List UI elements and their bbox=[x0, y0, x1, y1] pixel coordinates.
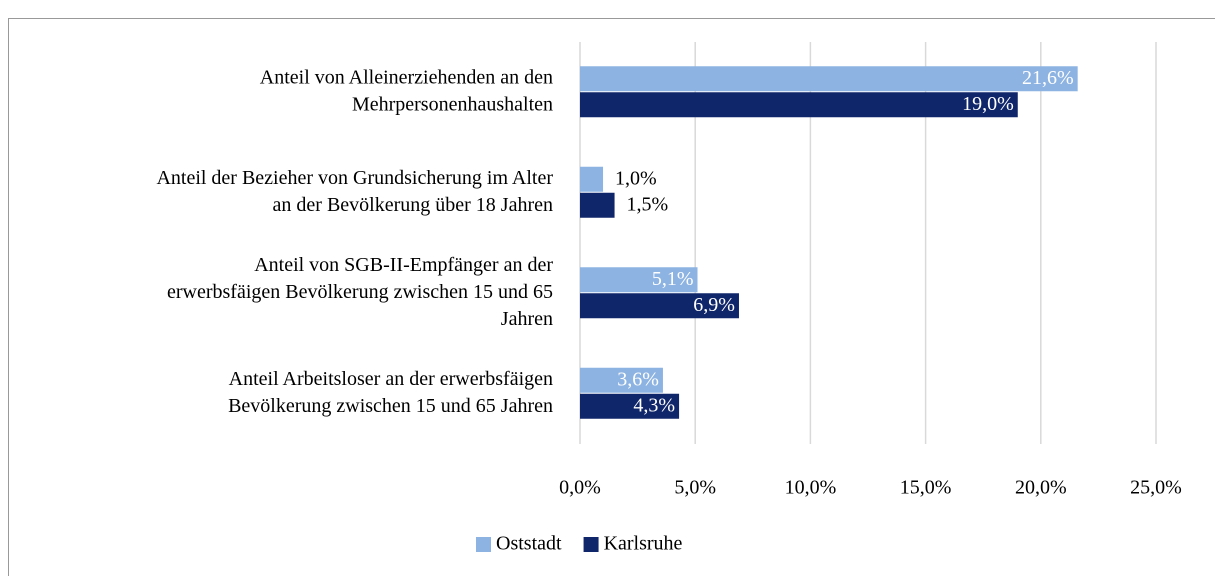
legend-label: Oststadt bbox=[496, 533, 562, 555]
category-label: Bevölkerung zwischen 15 und 65 Jahren bbox=[228, 395, 553, 417]
bar bbox=[580, 166, 604, 192]
value-label: 5,1% bbox=[652, 268, 694, 290]
category-label: an der Bevölkerung über 18 Jahren bbox=[273, 194, 553, 216]
legend-label: Karlsruhe bbox=[604, 533, 683, 555]
value-label: 1,0% bbox=[615, 167, 657, 189]
bar bbox=[580, 267, 698, 293]
bar bbox=[580, 393, 680, 419]
value-label: 4,3% bbox=[633, 394, 675, 416]
bar bbox=[580, 367, 663, 393]
bar bbox=[580, 293, 739, 319]
legend-swatch bbox=[583, 537, 599, 552]
x-tick-label: 10,0% bbox=[785, 477, 837, 499]
category-label: Mehrpersonenhaushalten bbox=[352, 93, 553, 115]
x-tick-label: 0,0% bbox=[559, 477, 601, 499]
bar bbox=[580, 66, 1078, 92]
value-label: 19,0% bbox=[962, 93, 1014, 115]
value-label: 21,6% bbox=[1022, 67, 1074, 89]
x-tick-label: 5,0% bbox=[674, 477, 716, 499]
value-label: 3,6% bbox=[617, 368, 659, 390]
legend-swatch bbox=[476, 537, 491, 552]
chart-border bbox=[8, 18, 1215, 576]
category-label: Anteil von Alleinerziehenden an den bbox=[260, 66, 553, 88]
category-label: Jahren bbox=[501, 308, 553, 330]
category-label: Anteil von SGB-II-Empfänger an der bbox=[254, 254, 553, 276]
x-tick-label: 25,0% bbox=[1130, 477, 1182, 499]
category-label: Anteil der Bezieher von Grundsicherung i… bbox=[156, 167, 553, 189]
x-tick-label: 15,0% bbox=[900, 477, 952, 499]
value-label: 6,9% bbox=[693, 294, 735, 316]
bar bbox=[580, 92, 1018, 118]
x-tick-label: 20,0% bbox=[1015, 477, 1067, 499]
bar bbox=[580, 192, 615, 218]
value-label: 1,5% bbox=[627, 193, 669, 215]
category-label: Anteil Arbeitsloser an der erwerbsfäigen bbox=[229, 368, 553, 390]
category-label: erwerbsfäigen Bevölkerung zwischen 15 un… bbox=[167, 281, 553, 303]
